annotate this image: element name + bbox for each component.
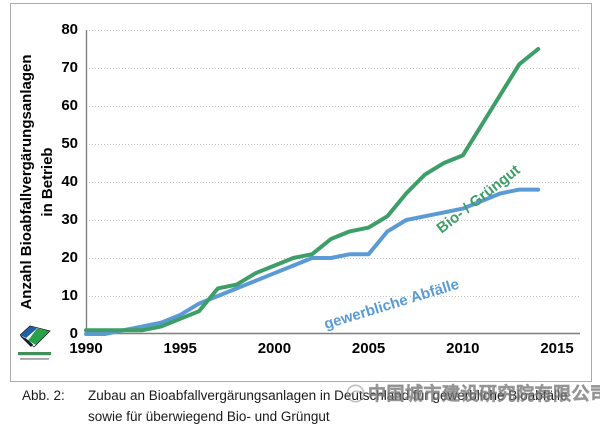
y-tick-label: 40 xyxy=(61,173,78,190)
y-axis-title-line1: Anzahl Bioabfallvergärungsanlagen xyxy=(18,54,35,310)
line-chart xyxy=(84,30,580,336)
y-tick-label: 0 xyxy=(69,325,78,342)
x-tick-label: 2010 xyxy=(446,340,480,357)
series-line-bio-gruengut xyxy=(84,47,541,333)
caption-line1: Zubau an Bioabfallvergärungsanlagen in D… xyxy=(88,388,568,403)
logo-diamond-icon xyxy=(18,325,51,360)
series-line-gewerbliche-abfaelle xyxy=(84,187,541,336)
y-tick-label: 60 xyxy=(61,97,78,114)
caption-label: Abb. 2: xyxy=(22,388,65,403)
x-tick-label: 2000 xyxy=(257,340,292,357)
y-tick-label: 50 xyxy=(61,135,78,152)
logo-text-line xyxy=(18,352,51,356)
logo-subtext-line xyxy=(20,358,49,360)
caption-line2: sowie für überwiegend Bio- und Grüngut xyxy=(88,409,330,424)
y-tick-label: 80 xyxy=(61,21,78,38)
figure-frame xyxy=(10,3,592,382)
y-tick-label: 70 xyxy=(61,59,78,76)
plot-area: Bio- / Grüngut gewerbliche Abfälle xyxy=(84,30,580,336)
x-tick-label: 2005 xyxy=(351,340,386,357)
x-tick-label: 2015 xyxy=(540,340,574,357)
y-tick-label: 10 xyxy=(61,287,78,304)
caption-text: Zubau an Bioabfallvergärungsanlagen in D… xyxy=(88,385,593,425)
x-tick-label: 1995 xyxy=(163,340,197,357)
x-tick-label: 1990 xyxy=(69,340,103,357)
witzenhausen-institut-logo xyxy=(17,322,53,368)
y-tick-label: 30 xyxy=(61,211,78,228)
y-tick-label: 20 xyxy=(61,249,78,266)
